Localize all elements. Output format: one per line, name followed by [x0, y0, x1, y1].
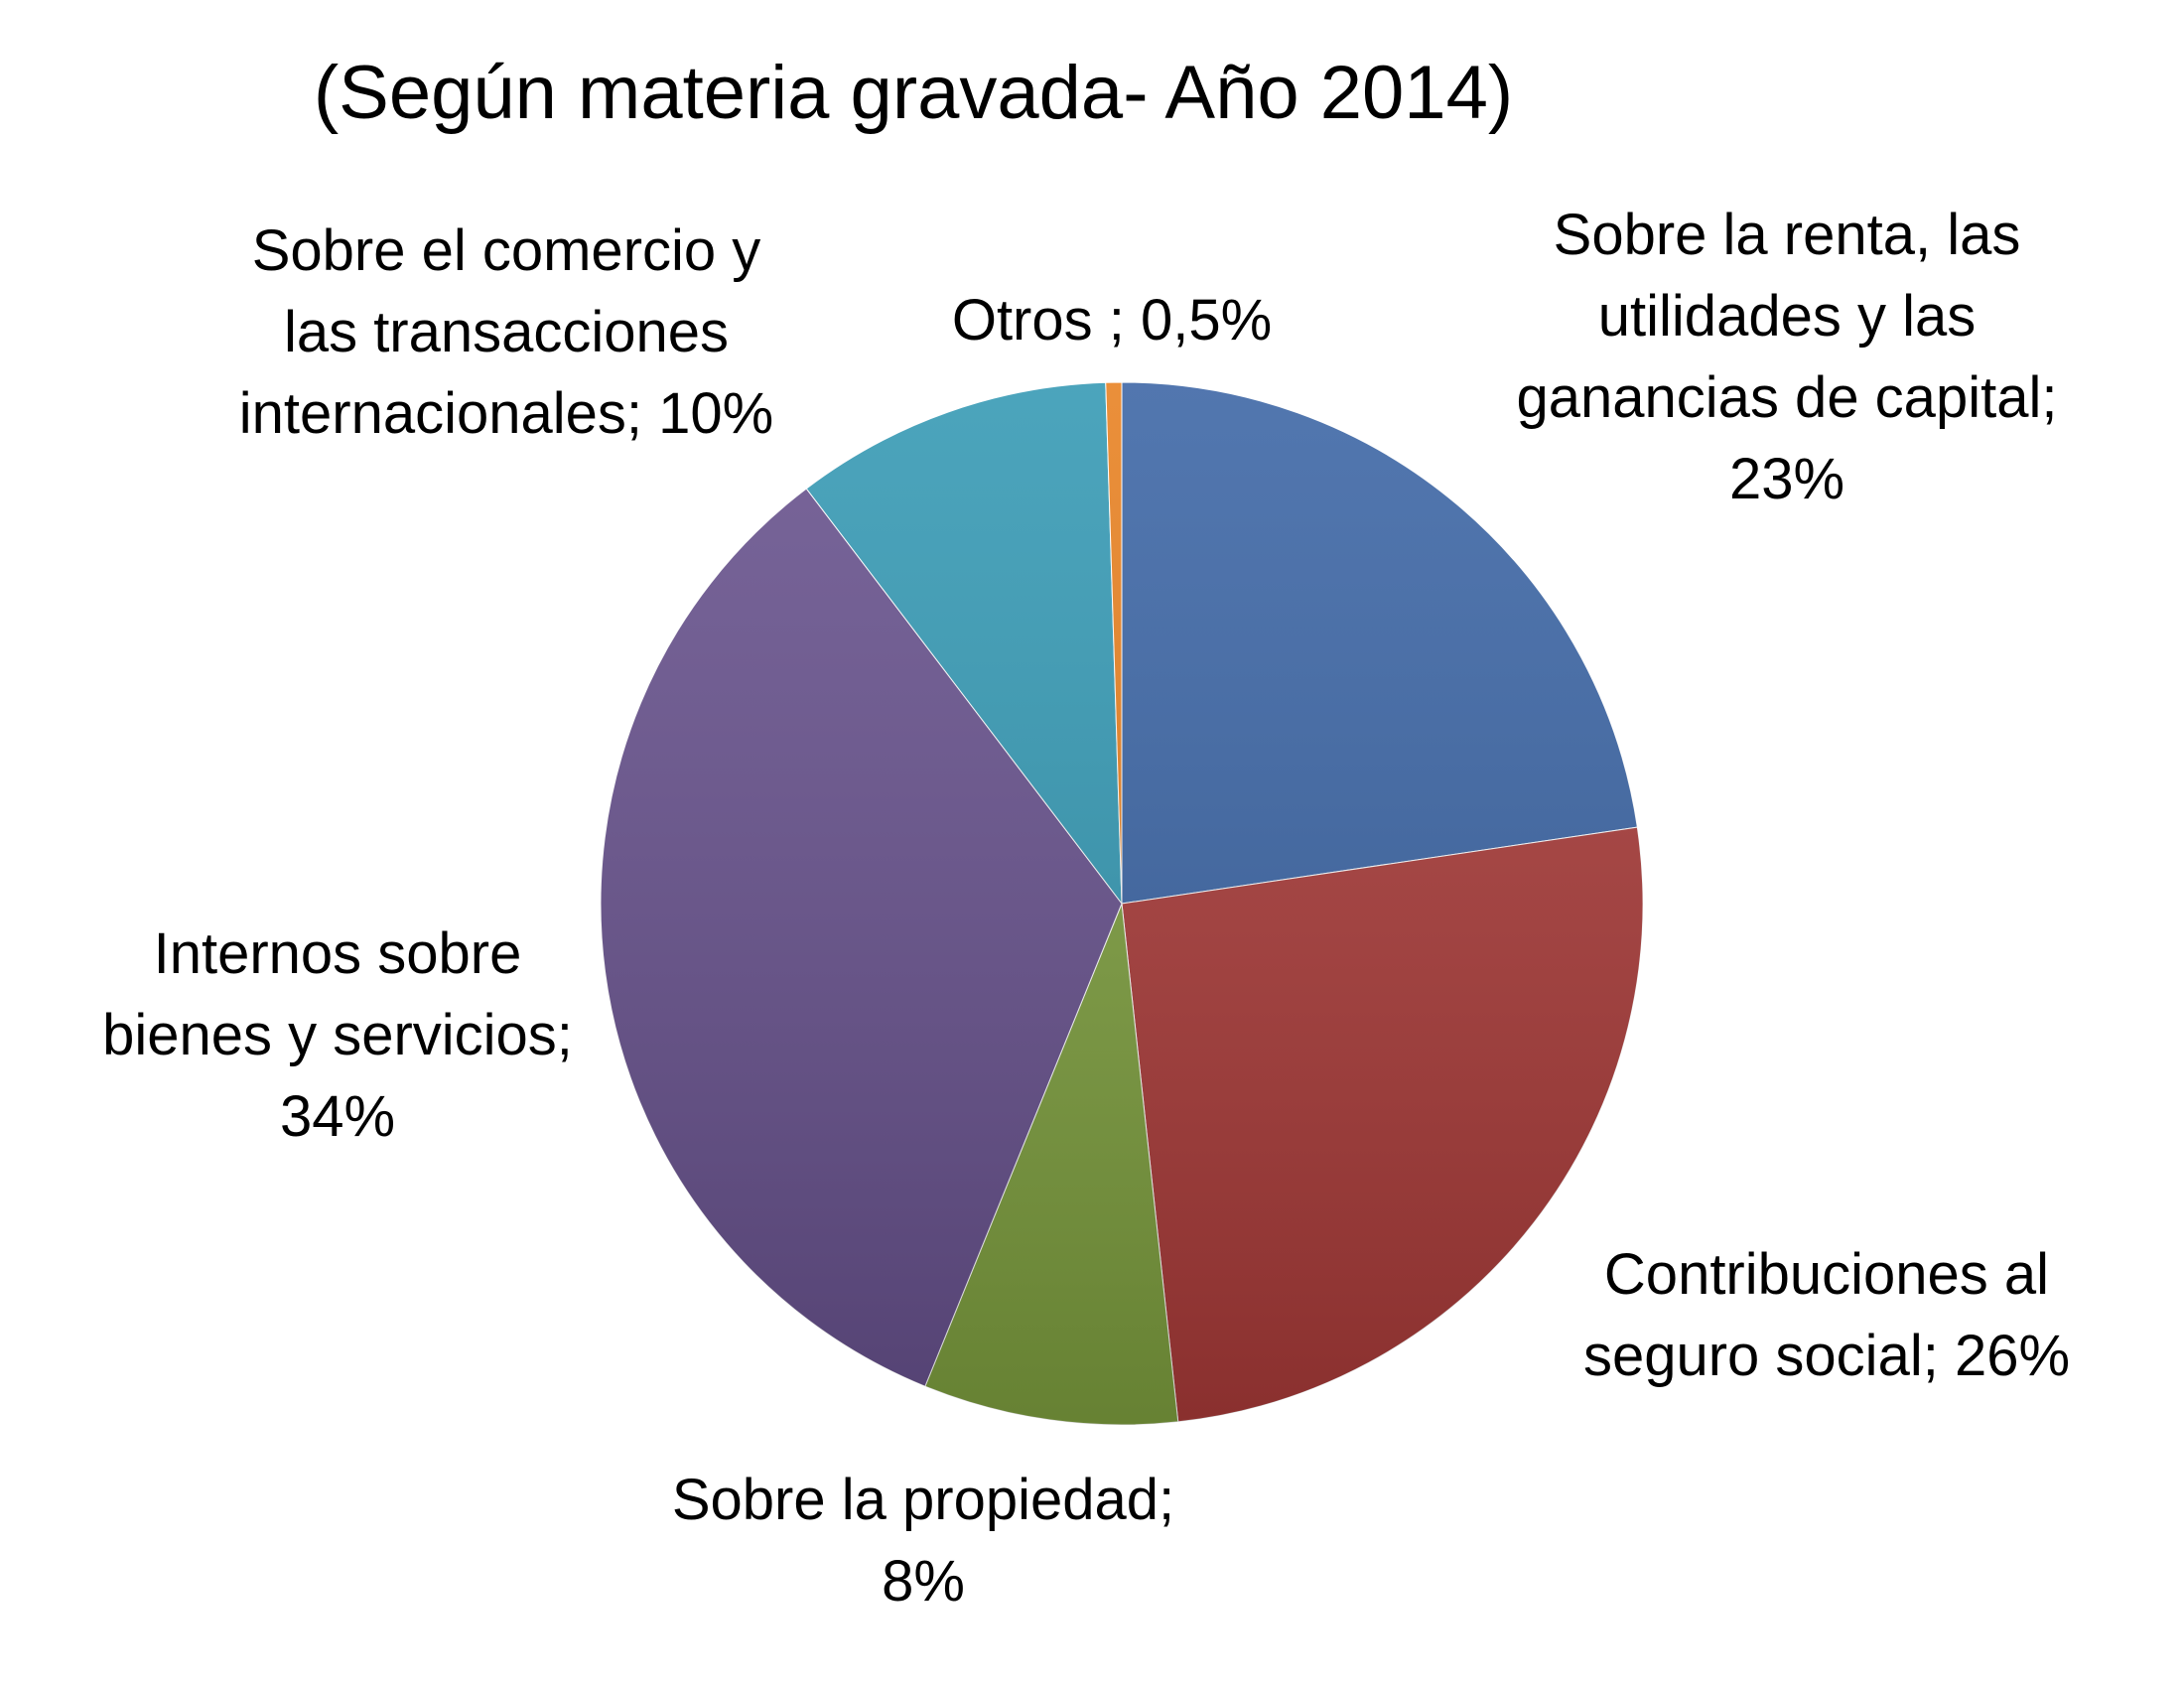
chart-title: (Según materia gravada- Año 2014): [313, 51, 1514, 135]
slice-label-line: Sobre el comercio y: [251, 218, 761, 283]
slice-label-line: Sobre la renta, las: [1553, 203, 2021, 267]
slice-label-line: bienes y servicios;: [102, 1003, 573, 1067]
slice-label-line: ganancias de capital;: [1516, 365, 2058, 430]
slice-label-comercio: Sobre el comercio y las transacciones in…: [199, 211, 814, 455]
slice-label-line: Contribuciones al: [1603, 1242, 2050, 1307]
slice-label-line: utilidades y las: [1597, 284, 1977, 349]
slice-label-bienes-servicios: Internos sobre bienes y servicios; 34%: [60, 914, 615, 1158]
slice-label-renta: Sobre la renta, las utilidades y las gan…: [1489, 195, 2085, 520]
slice-label-line: las transacciones: [283, 300, 730, 364]
slice-label-line: 23%: [1728, 447, 1845, 511]
slice-label-propiedad: Sobre la propiedad; 8%: [635, 1460, 1211, 1622]
slice-label-line: Otros ; 0,5%: [951, 288, 1273, 352]
slice-label-line: seguro social; 26%: [1582, 1324, 2071, 1388]
slice-label-seguro-social: Contribuciones al seguro social; 26%: [1549, 1234, 2105, 1397]
slice-label-line: 34%: [279, 1084, 396, 1149]
slice-label-line: internacionales; 10%: [238, 381, 774, 446]
slice-label-otros: Otros ; 0,5%: [913, 280, 1310, 361]
slice-label-line: Internos sobre: [153, 921, 522, 986]
slice-label-line: 8%: [882, 1549, 965, 1614]
pie-slices: [600, 381, 1644, 1426]
slice-label-line: Sobre la propiedad;: [671, 1468, 1175, 1532]
